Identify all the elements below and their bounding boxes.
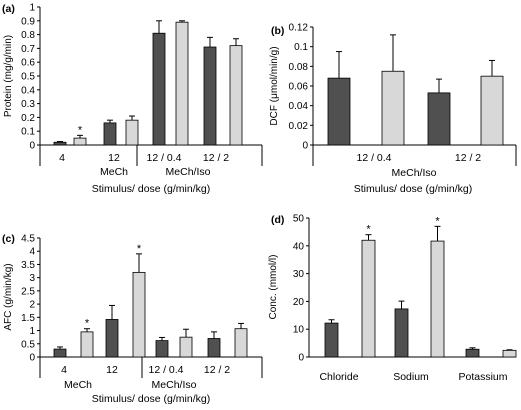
x-group-label: MeCh/Iso [392, 167, 437, 179]
bar [103, 122, 117, 146]
chart-panel-0: (a) 0 0.1 0.2 0.3 0.4 0.5 0.6 0.7 0.8 0.9 1 Protein … [2, 3, 263, 195]
bar [207, 338, 221, 358]
y-tick-label: 30 [293, 269, 305, 280]
y-tick-label: 0.6 [21, 58, 35, 69]
significance-marker: * [78, 124, 83, 136]
y-tick-label: 3.5 [21, 260, 35, 271]
bar [53, 141, 67, 146]
significance-marker: * [85, 318, 90, 330]
y-tick-label: 1 [29, 3, 35, 14]
x-tick-label: 4 [59, 152, 65, 164]
bar [73, 137, 87, 146]
significance-marker: * [137, 243, 142, 255]
bar [203, 46, 217, 146]
x-tick-label: 12 [108, 152, 120, 164]
y-axis-label: DCF (μmol/min/g) [269, 46, 280, 125]
panel-label: (c) [2, 233, 15, 245]
y-tick-label: 0.3 [21, 99, 35, 110]
chart-panel-2: (c) 0 0.5 1 1.5 2 2.5 3 3.5 4 4.5 AFC (g/min/kg) 4 12… [2, 233, 263, 405]
x-tick-label: 12 / 2 [455, 152, 481, 164]
y-tick-label: 2.5 [21, 286, 35, 297]
y-tick-label: 0.1 [294, 42, 308, 53]
bar [53, 348, 67, 358]
panel-label: (b) [271, 25, 284, 37]
bar [105, 319, 119, 358]
x-tick-label: 12 / 2 [204, 364, 230, 376]
x-axis-label: Stimulus/ dose (g/min/kg) [354, 183, 472, 195]
y-tick-label: 0.12 [289, 23, 309, 34]
x-group-label: MeCh/Iso [166, 166, 211, 178]
y-tick-label: 0.08 [289, 62, 309, 73]
x-tick-label: Potassium [458, 371, 507, 383]
y-tick-label: 4.5 [21, 234, 35, 245]
bar [381, 70, 405, 146]
x-group-label: MeCh/Iso [152, 379, 197, 391]
bar [427, 92, 451, 146]
y-tick-label: 2 [29, 300, 35, 311]
x-tick-label: Sodium [393, 371, 429, 383]
y-tick-label: 20 [293, 297, 305, 308]
x-axis-label: Stimulus/ dose (g/min/kg) [92, 183, 210, 195]
bar [480, 75, 504, 146]
y-tick-label: 1.5 [21, 313, 35, 324]
bar [502, 349, 517, 358]
y-tick-label: 0 [298, 353, 304, 364]
y-tick-label: 0.04 [289, 101, 309, 112]
y-tick-label: 3 [29, 273, 35, 284]
y-tick-label: 0.06 [289, 82, 309, 93]
bar [80, 331, 94, 358]
y-tick-label: 0.8 [21, 30, 35, 41]
bar [327, 77, 351, 146]
y-tick-label: 0.1 [21, 127, 35, 138]
bar [179, 336, 193, 358]
x-group-label: MeCh [64, 379, 92, 391]
y-tick-label: 0.02 [289, 121, 309, 132]
bar [125, 119, 139, 146]
y-tick-label: 50 [293, 214, 305, 225]
y-tick-label: 0.7 [21, 44, 35, 55]
x-tick-label: 12 / 0.4 [148, 364, 183, 376]
y-tick-label: 1 [29, 326, 35, 337]
bar [132, 271, 146, 358]
chart-panel-1: (b) 0 0.02 0.04 0.06 0.08 0.1 0.12 DCF (μmol/min… [269, 23, 517, 195]
y-tick-label: 0.2 [21, 113, 35, 124]
y-tick-label: 10 [293, 325, 305, 336]
y-tick-label: 4 [29, 247, 35, 258]
significance-marker: * [366, 224, 371, 236]
y-tick-label: 0 [29, 141, 35, 152]
x-tick-label: 12 / 0.4 [146, 152, 181, 164]
bar [229, 45, 243, 146]
panel-label: (d) [271, 214, 284, 226]
bar [152, 32, 166, 146]
bar [394, 308, 409, 358]
significance-marker: * [435, 215, 440, 227]
x-axis-label: Stimulus/ dose (g/min/kg) [92, 393, 210, 405]
bar [234, 328, 248, 358]
y-tick-label: 0.4 [21, 85, 35, 96]
y-tick-label: 0 [29, 353, 35, 364]
x-tick-label: 4 [61, 364, 67, 376]
y-tick-label: 0 [302, 141, 308, 152]
x-tick-label: Chloride [319, 371, 358, 383]
bar [175, 21, 189, 146]
bar [155, 340, 169, 358]
bar [465, 348, 480, 358]
bar [361, 239, 376, 358]
bar [324, 322, 339, 358]
chart-panel-3: (d) 0 10 20 30 40 50 Conc. (mmol/l) Chloride Sodi… [268, 214, 517, 383]
x-tick-label: 12 / 2 [203, 152, 229, 164]
y-axis-label: Conc. (mmol/l) [268, 254, 279, 319]
y-tick-label: 0.5 [21, 72, 35, 83]
y-tick-label: 0.5 [21, 339, 35, 350]
y-tick-label: 40 [293, 241, 305, 252]
x-tick-label: 12 [106, 364, 118, 376]
x-group-label: MeCh [100, 166, 128, 178]
panel-label: (a) [2, 3, 15, 15]
y-axis-label: Protein (mg/g/min) [3, 35, 14, 117]
y-tick-label: 0.9 [21, 16, 35, 27]
y-axis-label: AFC (g/min/kg) [3, 263, 14, 330]
bar [430, 240, 445, 358]
x-tick-label: 12 / 0.4 [356, 152, 391, 164]
